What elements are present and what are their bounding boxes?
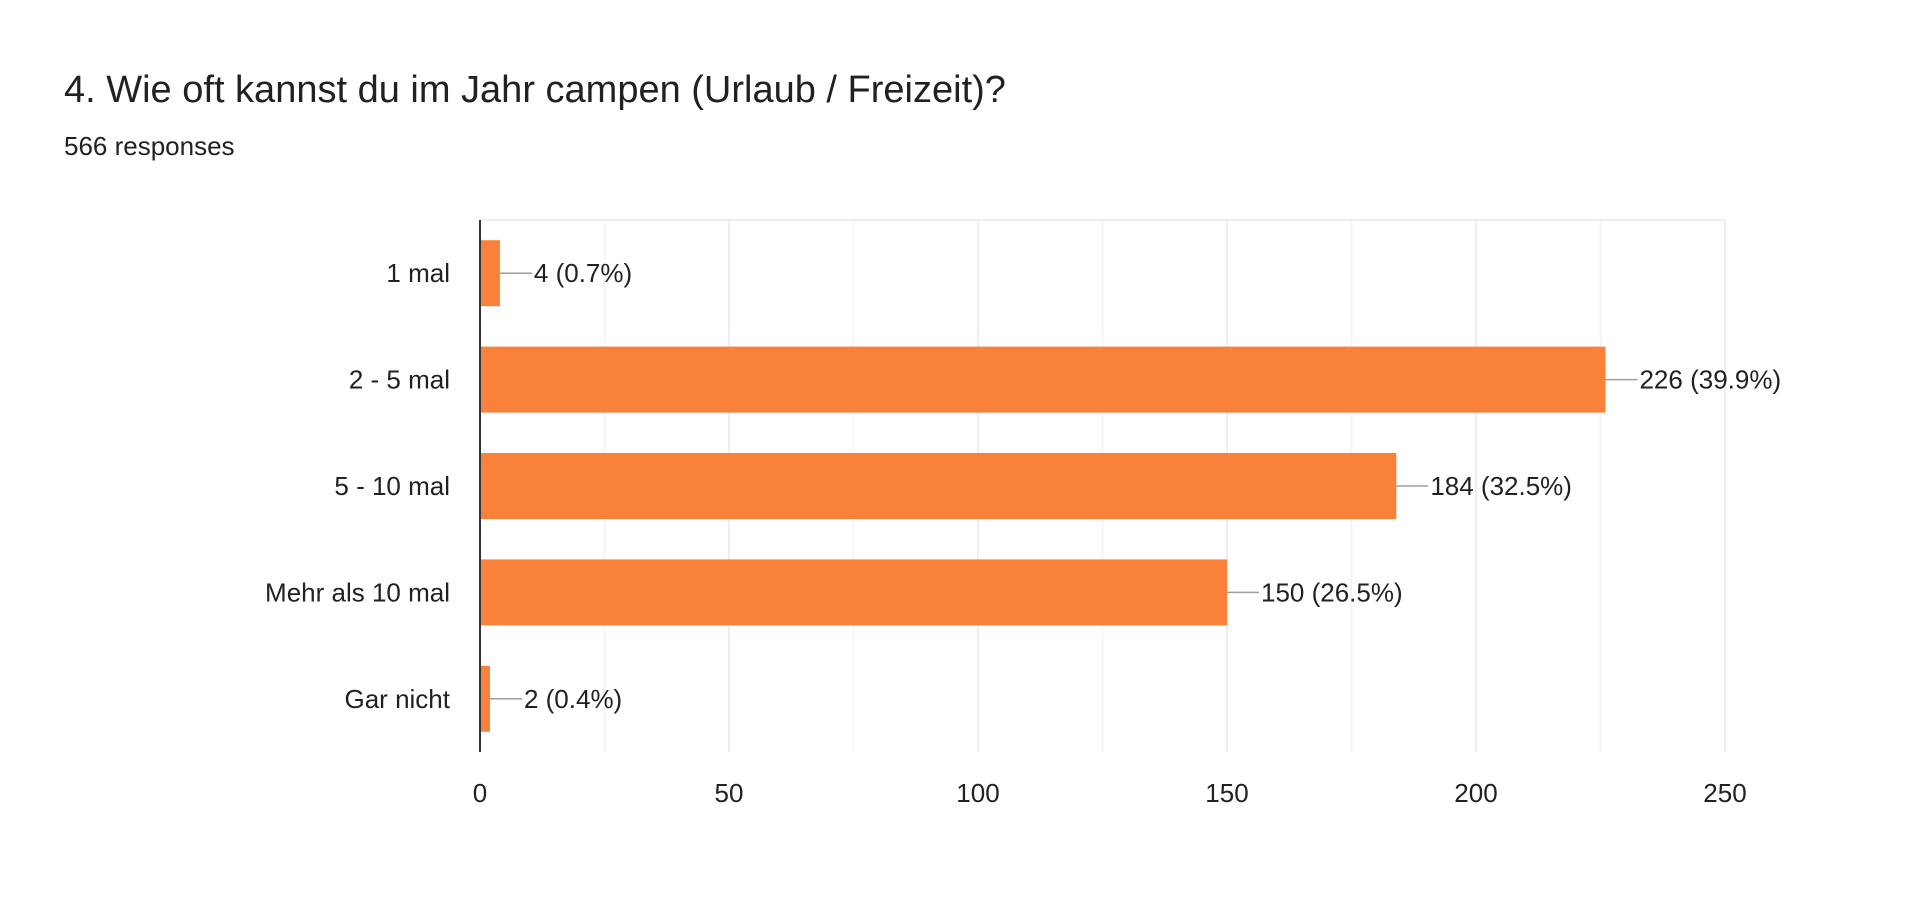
bar — [480, 346, 1606, 413]
category-label: Gar nicht — [345, 684, 451, 714]
data-label: 150 (26.5%) — [1261, 577, 1403, 607]
bar — [480, 665, 490, 732]
x-tick-label: 50 — [715, 778, 744, 808]
bar-layer — [480, 240, 1606, 732]
data-label: 184 (32.5%) — [1430, 471, 1572, 501]
category-label: 1 mal — [386, 258, 450, 288]
label-layer: 0 50 100 150 200 250 1 mal 4 (0.7%) 2 - 5 mal 226… — [265, 220, 1781, 808]
question-title: 4. Wie oft kannst du im Jahr campen (Url… — [64, 69, 1006, 111]
x-tick-label: 0 — [473, 778, 487, 808]
bar — [480, 240, 500, 307]
category-label: 5 - 10 mal — [334, 471, 450, 501]
x-tick-label: 250 — [1703, 778, 1746, 808]
bar — [480, 453, 1397, 519]
data-label: 226 (39.9%) — [1639, 365, 1781, 395]
response-count: 566 responses — [64, 131, 235, 161]
category-label: 2 - 5 mal — [349, 365, 450, 395]
x-tick-label: 100 — [956, 778, 999, 808]
x-tick-label: 200 — [1454, 778, 1497, 808]
data-label: 2 (0.4%) — [524, 684, 622, 714]
data-label: 4 (0.7%) — [534, 258, 632, 288]
x-tick-label: 150 — [1205, 778, 1248, 808]
category-label: Mehr als 10 mal — [265, 577, 450, 607]
bar — [480, 559, 1227, 626]
